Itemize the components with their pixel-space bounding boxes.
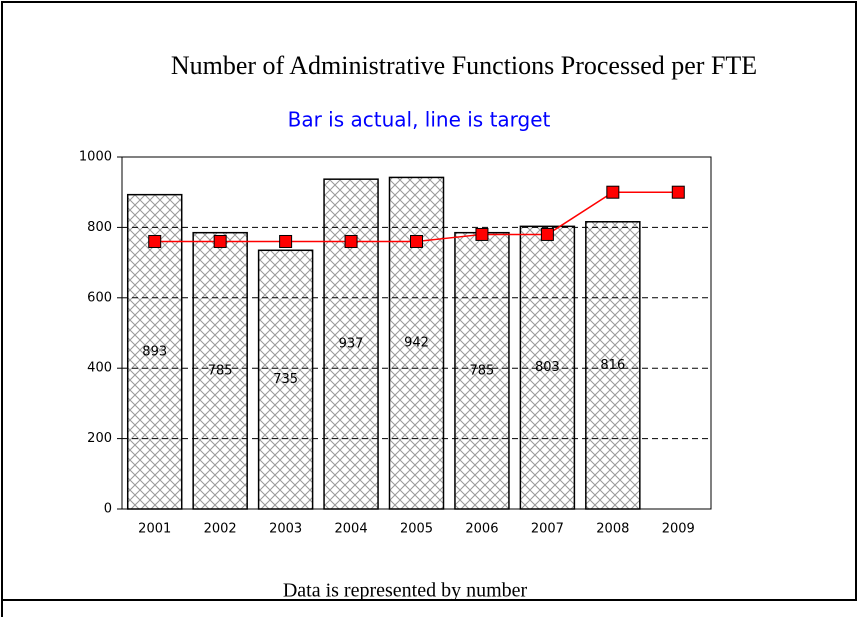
chart-title: Number of Administrative Functions Proce… (171, 51, 757, 80)
y-tick-label: 800 (87, 220, 112, 235)
data-label: 735 (273, 372, 298, 387)
bar (519, 225, 576, 510)
x-tick-label: 2002 (204, 522, 237, 537)
bar (585, 221, 641, 510)
x-tick-label: 2001 (138, 522, 171, 537)
y-tick-label: 600 (87, 290, 112, 305)
x-tick-label: 2003 (269, 522, 302, 537)
target-marker (213, 234, 227, 248)
footer: Data is represented by number (283, 580, 528, 602)
x-tick-label: 2005 (400, 522, 433, 537)
data-label: 785 (470, 363, 495, 378)
y-tick-label: 200 (87, 431, 112, 446)
target-marker (540, 227, 554, 241)
data-label: 803 (535, 360, 560, 375)
data-label: 816 (600, 358, 625, 373)
y-tick-label: 0 (104, 502, 112, 517)
x-tick-label: 2007 (531, 522, 564, 537)
x-tick-label: 2006 (465, 522, 498, 537)
target-marker (671, 185, 685, 199)
target-marker (410, 234, 423, 248)
target-marker (148, 234, 162, 248)
data-label: 893 (142, 344, 167, 359)
data-label: 785 (208, 363, 233, 378)
data-label: 937 (339, 337, 364, 352)
frame (1, 1, 857, 601)
target-marker (475, 227, 489, 241)
x-tick-label: 2009 (662, 522, 695, 537)
chart-subtitle: Bar is actual, line is target (288, 108, 551, 132)
bar (192, 231, 248, 510)
target-marker (606, 185, 620, 199)
bar (323, 178, 379, 510)
x-tick-label: 2008 (596, 522, 629, 537)
bar (388, 176, 445, 510)
target-marker (344, 234, 358, 248)
data-label: 942 (404, 336, 429, 351)
bar (454, 231, 510, 510)
target-marker (279, 234, 293, 248)
bar (257, 249, 314, 510)
y-tick-label: 1000 (79, 150, 112, 165)
y-tick-label: 400 (87, 361, 112, 376)
x-tick-label: 2004 (335, 522, 368, 537)
